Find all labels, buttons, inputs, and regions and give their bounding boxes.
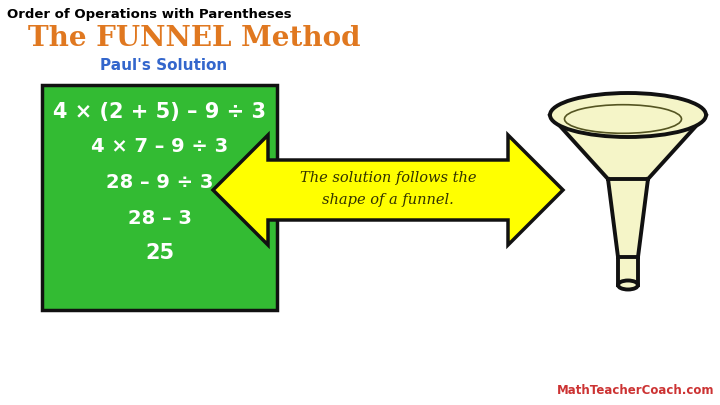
Text: Paul's Solution: Paul's Solution xyxy=(100,58,228,73)
Polygon shape xyxy=(550,115,706,179)
Text: 28 – 3: 28 – 3 xyxy=(127,209,192,228)
Polygon shape xyxy=(213,135,563,245)
Text: 4 × (2 + 5) – 9 ÷ 3: 4 × (2 + 5) – 9 ÷ 3 xyxy=(53,102,266,122)
Ellipse shape xyxy=(550,93,706,137)
Text: MathTeacherCoach.com: MathTeacherCoach.com xyxy=(557,384,714,397)
Text: The solution follows the: The solution follows the xyxy=(300,171,476,185)
Text: Order of Operations with Parentheses: Order of Operations with Parentheses xyxy=(7,8,292,21)
Polygon shape xyxy=(618,257,638,285)
Text: 25: 25 xyxy=(145,243,174,263)
FancyBboxPatch shape xyxy=(42,85,277,310)
Text: shape of a funnel.: shape of a funnel. xyxy=(322,193,454,207)
Polygon shape xyxy=(608,179,648,257)
Text: 28 – 9 ÷ 3: 28 – 9 ÷ 3 xyxy=(106,173,213,192)
Ellipse shape xyxy=(618,281,638,290)
Text: The FUNNEL Method: The FUNNEL Method xyxy=(28,25,361,52)
Text: 4 × 7 – 9 ÷ 3: 4 × 7 – 9 ÷ 3 xyxy=(91,138,228,156)
